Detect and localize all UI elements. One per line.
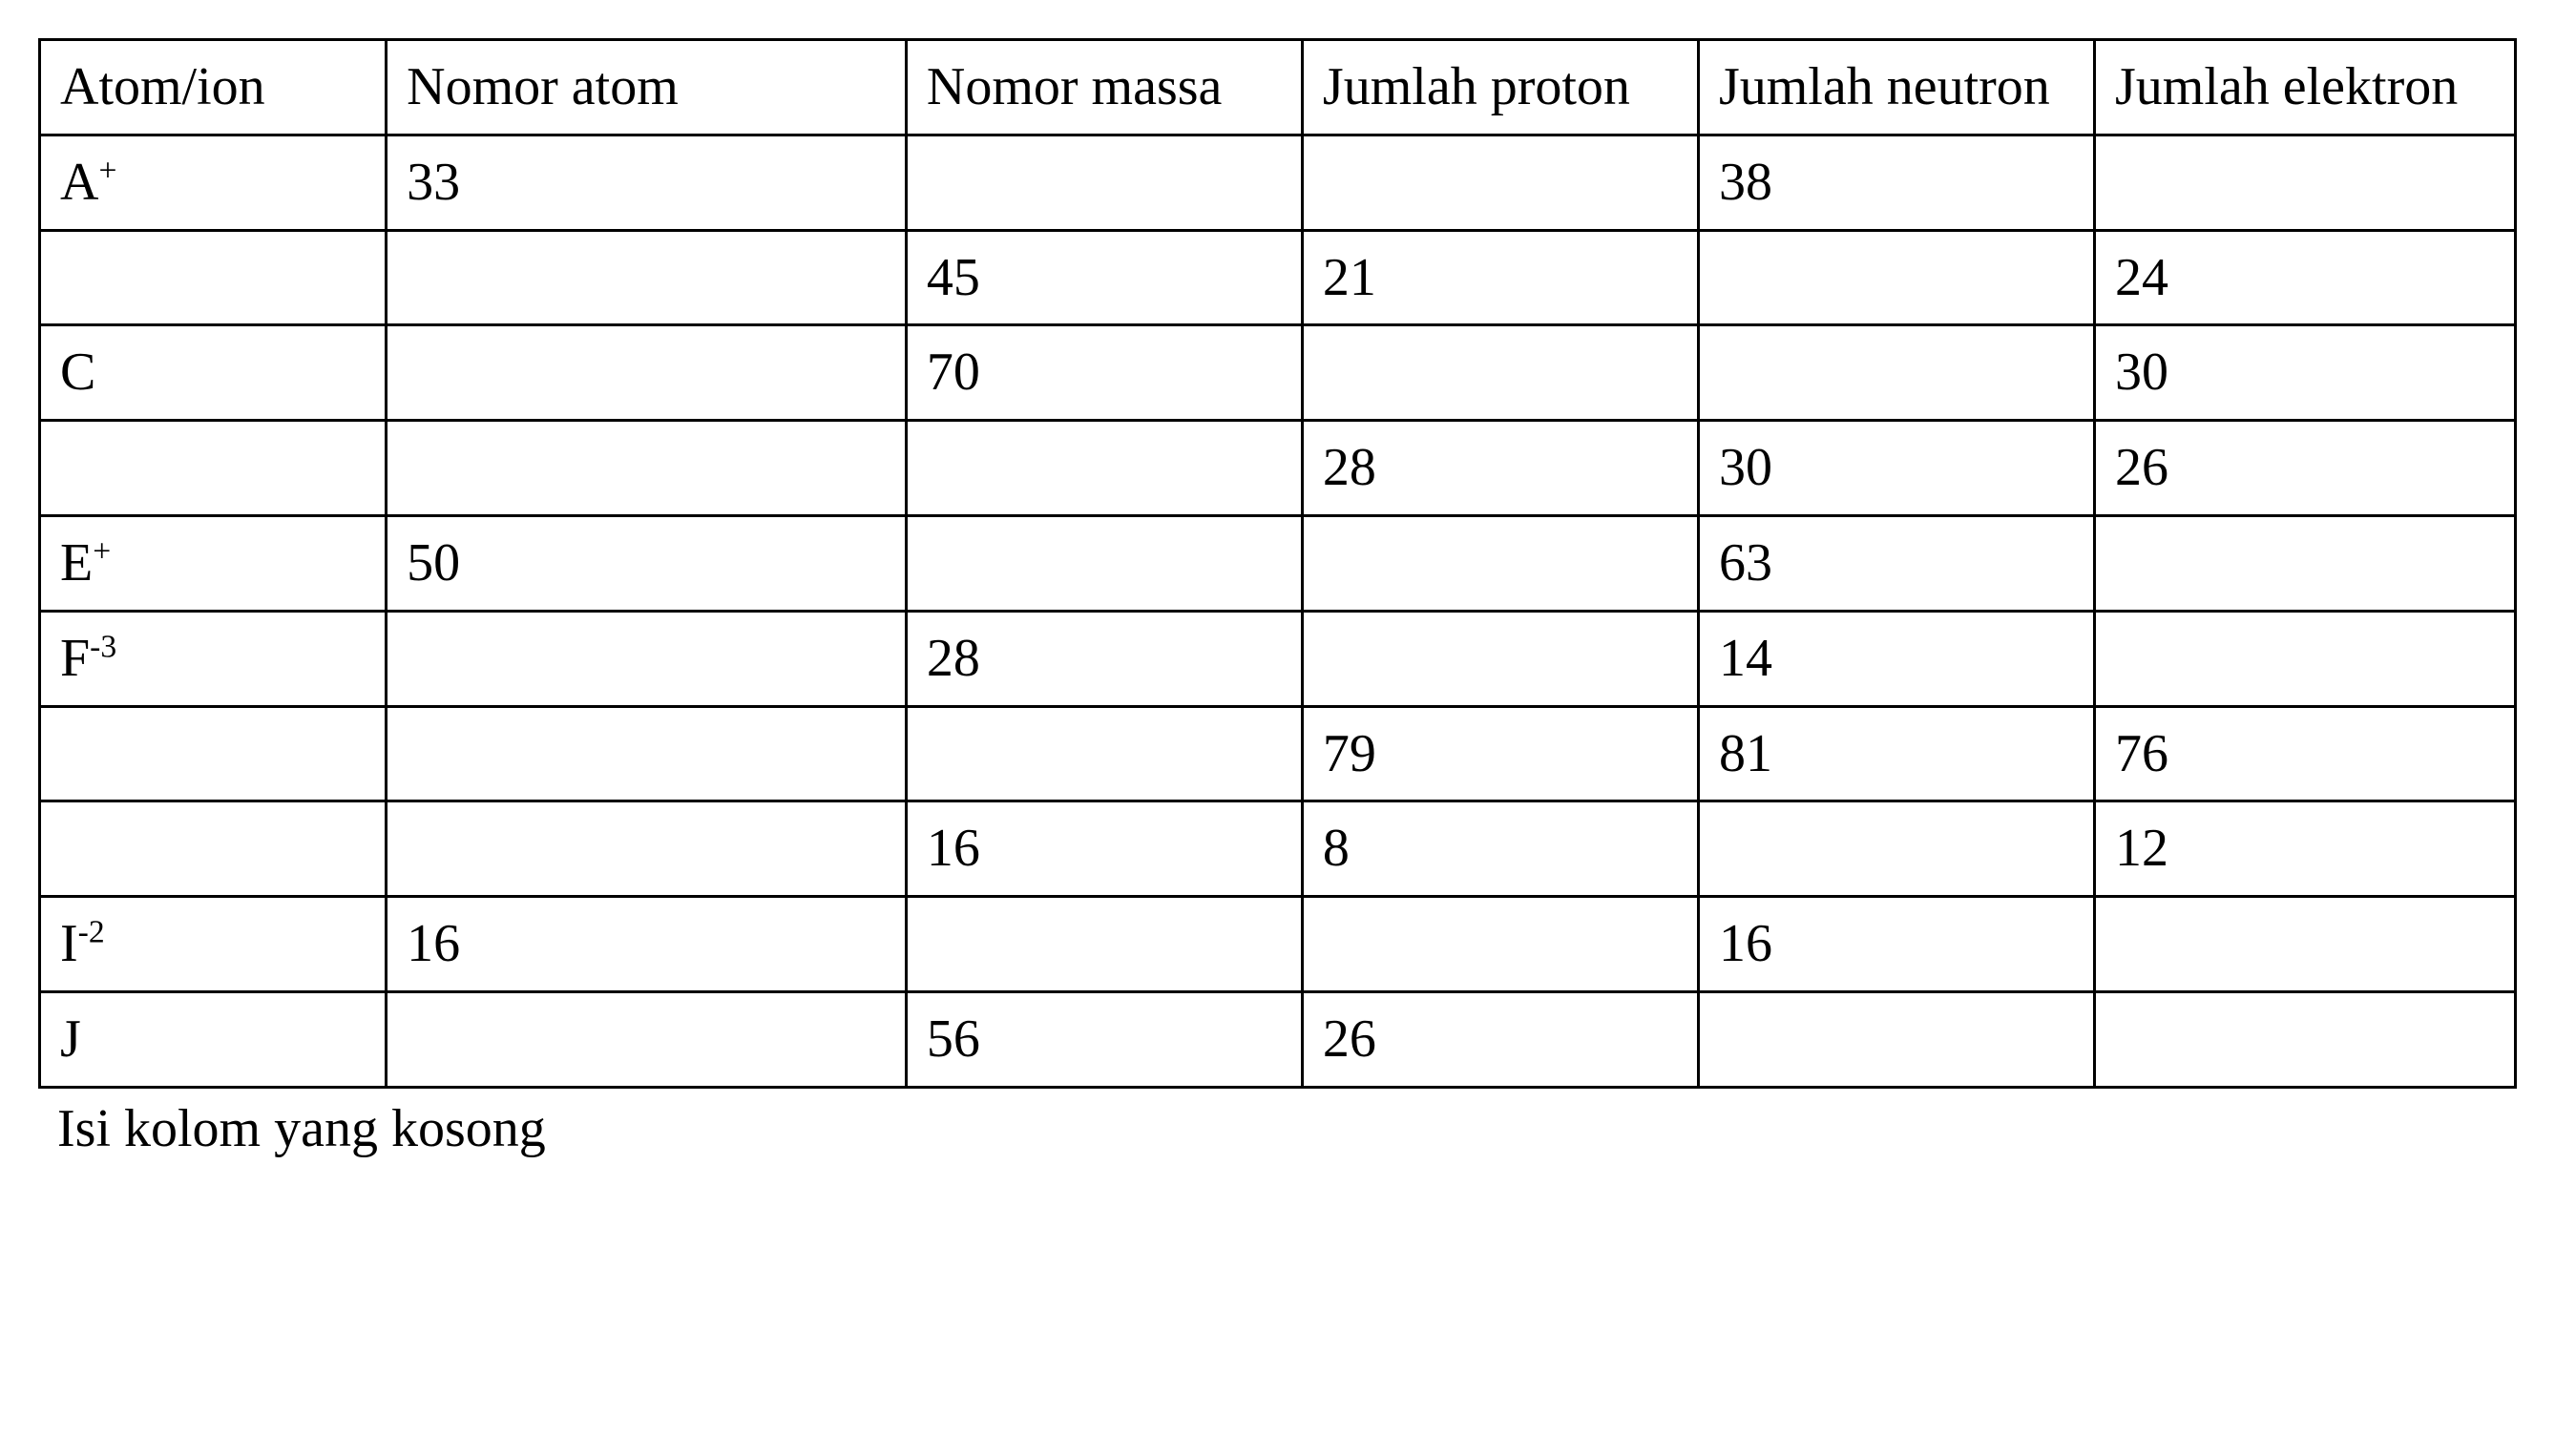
cell-jumlah-elektron: 30 <box>2094 325 2515 421</box>
table-row: I-2 16 16 <box>40 897 2516 992</box>
atom-ion-table: Atom/ion Nomor atom Nomor massa Jumlah p… <box>38 38 2517 1089</box>
cell-jumlah-elektron <box>2094 515 2515 611</box>
cell-atom-ion: A+ <box>40 135 387 230</box>
cell-jumlah-proton: 8 <box>1302 801 1698 897</box>
cell-jumlah-elektron: 76 <box>2094 706 2515 801</box>
cell-jumlah-proton: 26 <box>1302 991 1698 1087</box>
cell-atom-ion: E+ <box>40 515 387 611</box>
cell-nomor-massa: 70 <box>906 325 1302 421</box>
table-row: J 56 26 <box>40 991 2516 1087</box>
cell-nomor-massa <box>906 897 1302 992</box>
cell-jumlah-neutron: 63 <box>1698 515 2094 611</box>
table-row: E+ 50 63 <box>40 515 2516 611</box>
cell-jumlah-elektron: 24 <box>2094 230 2515 325</box>
cell-jumlah-proton <box>1302 897 1698 992</box>
cell-atom-ion: I-2 <box>40 897 387 992</box>
table-row: 45 21 24 <box>40 230 2516 325</box>
cell-jumlah-proton <box>1302 611 1698 706</box>
cell-jumlah-elektron: 12 <box>2094 801 2515 897</box>
cell-nomor-massa <box>906 135 1302 230</box>
cell-jumlah-neutron: 14 <box>1698 611 2094 706</box>
table-row: F-3 28 14 <box>40 611 2516 706</box>
cell-nomor-atom <box>387 706 907 801</box>
cell-jumlah-proton <box>1302 325 1698 421</box>
cell-jumlah-neutron <box>1698 991 2094 1087</box>
cell-nomor-atom <box>387 991 907 1087</box>
cell-jumlah-elektron <box>2094 611 2515 706</box>
cell-jumlah-proton: 28 <box>1302 421 1698 516</box>
cell-jumlah-elektron <box>2094 135 2515 230</box>
cell-nomor-atom: 33 <box>387 135 907 230</box>
cell-jumlah-neutron: 16 <box>1698 897 2094 992</box>
table-caption: Isi kolom yang kosong <box>38 1098 2517 1159</box>
cell-jumlah-neutron: 38 <box>1698 135 2094 230</box>
cell-nomor-atom <box>387 421 907 516</box>
cell-nomor-atom <box>387 801 907 897</box>
cell-atom-ion: F-3 <box>40 611 387 706</box>
cell-nomor-massa: 16 <box>906 801 1302 897</box>
col-header-jumlah-proton: Jumlah proton <box>1302 40 1698 135</box>
cell-jumlah-neutron <box>1698 325 2094 421</box>
cell-nomor-massa <box>906 706 1302 801</box>
cell-jumlah-proton: 79 <box>1302 706 1698 801</box>
table-row: C 70 30 <box>40 325 2516 421</box>
cell-nomor-atom <box>387 611 907 706</box>
table-row: A+ 33 38 <box>40 135 2516 230</box>
cell-nomor-massa <box>906 515 1302 611</box>
cell-atom-ion: J <box>40 991 387 1087</box>
cell-nomor-atom: 16 <box>387 897 907 992</box>
cell-nomor-atom: 50 <box>387 515 907 611</box>
table-header-row: Atom/ion Nomor atom Nomor massa Jumlah p… <box>40 40 2516 135</box>
cell-nomor-atom <box>387 230 907 325</box>
cell-jumlah-neutron <box>1698 230 2094 325</box>
cell-jumlah-neutron: 81 <box>1698 706 2094 801</box>
table-row: 16 8 12 <box>40 801 2516 897</box>
cell-jumlah-neutron <box>1698 801 2094 897</box>
cell-nomor-atom <box>387 325 907 421</box>
col-header-jumlah-neutron: Jumlah neutron <box>1698 40 2094 135</box>
cell-atom-ion <box>40 801 387 897</box>
document-container: Atom/ion Nomor atom Nomor massa Jumlah p… <box>38 38 2517 1159</box>
cell-jumlah-elektron <box>2094 897 2515 992</box>
col-header-jumlah-elektron: Jumlah elektron <box>2094 40 2515 135</box>
table-row: 79 81 76 <box>40 706 2516 801</box>
cell-nomor-massa: 28 <box>906 611 1302 706</box>
table-body: A+ 33 38 45 21 24 C 70 30 <box>40 135 2516 1087</box>
cell-nomor-massa: 56 <box>906 991 1302 1087</box>
cell-jumlah-elektron: 26 <box>2094 421 2515 516</box>
col-header-atom-ion: Atom/ion <box>40 40 387 135</box>
cell-jumlah-proton: 21 <box>1302 230 1698 325</box>
col-header-nomor-massa: Nomor massa <box>906 40 1302 135</box>
cell-jumlah-neutron: 30 <box>1698 421 2094 516</box>
cell-atom-ion <box>40 230 387 325</box>
cell-atom-ion <box>40 706 387 801</box>
cell-nomor-massa: 45 <box>906 230 1302 325</box>
cell-atom-ion: C <box>40 325 387 421</box>
cell-nomor-massa <box>906 421 1302 516</box>
cell-jumlah-proton <box>1302 515 1698 611</box>
table-row: 28 30 26 <box>40 421 2516 516</box>
cell-jumlah-proton <box>1302 135 1698 230</box>
cell-atom-ion <box>40 421 387 516</box>
col-header-nomor-atom: Nomor atom <box>387 40 907 135</box>
cell-jumlah-elektron <box>2094 991 2515 1087</box>
